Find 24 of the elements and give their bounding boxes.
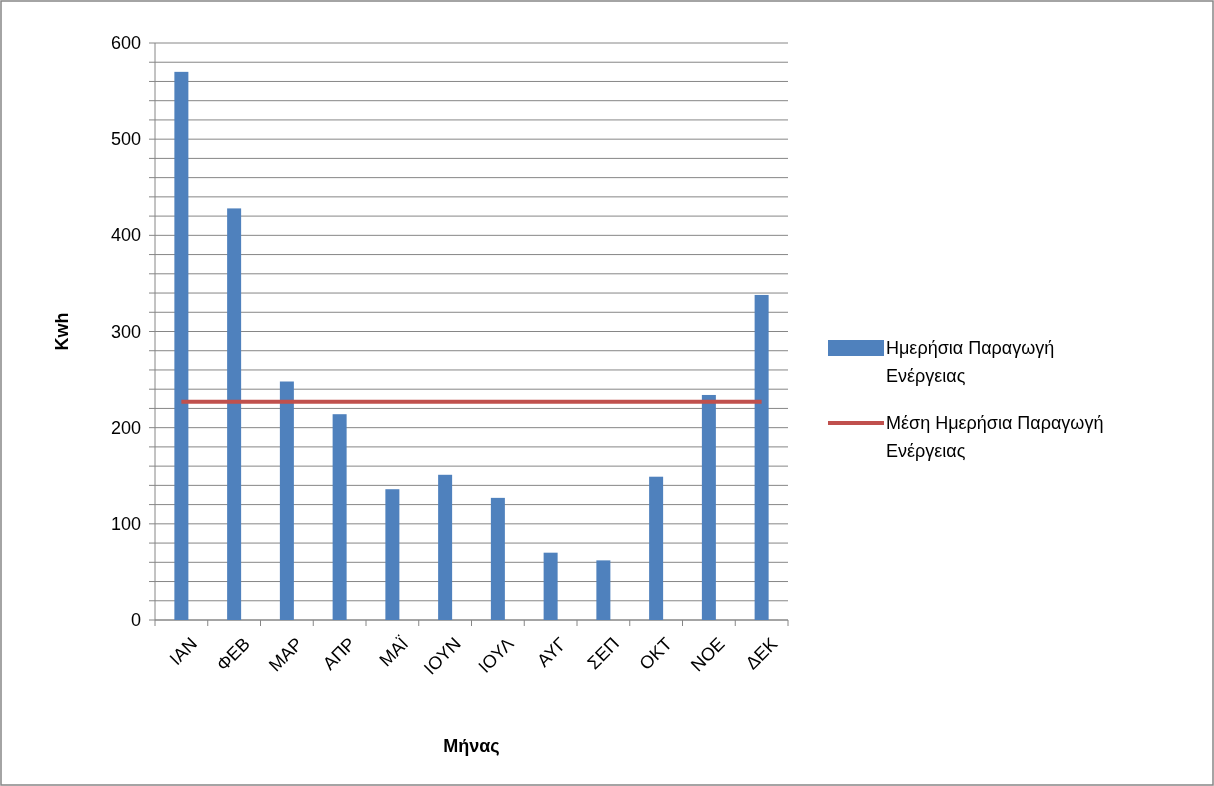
bar <box>332 414 347 620</box>
y-tick-label: 0 <box>130 610 141 630</box>
y-tick-label: 500 <box>110 129 141 150</box>
legend-label: Ημερήσια Παραγωγή Ενέργειας <box>886 338 1055 386</box>
bar <box>701 394 716 620</box>
y-tick-label: 100 <box>110 513 141 534</box>
bar <box>174 71 189 620</box>
bar <box>754 294 769 620</box>
y-tick-label: 300 <box>110 321 141 342</box>
bar <box>279 381 294 620</box>
y-tick-label: 600 <box>110 33 141 53</box>
x-tick-label: ΙΑΝ <box>165 633 202 669</box>
bar <box>438 474 453 620</box>
y-tick-label: 200 <box>110 417 141 438</box>
bar <box>385 489 400 620</box>
y-tick-label: 400 <box>110 225 141 246</box>
x-axis-title: Μήνας <box>443 736 500 756</box>
legend-label: Μέση Ημερήσια Παραγωγή Ενέργειας <box>886 413 1104 461</box>
bar <box>543 552 558 620</box>
bar <box>596 560 611 620</box>
bar <box>649 476 664 620</box>
y-axis-title: Kwh <box>52 312 72 351</box>
bar <box>490 497 505 620</box>
bar <box>227 208 242 620</box>
